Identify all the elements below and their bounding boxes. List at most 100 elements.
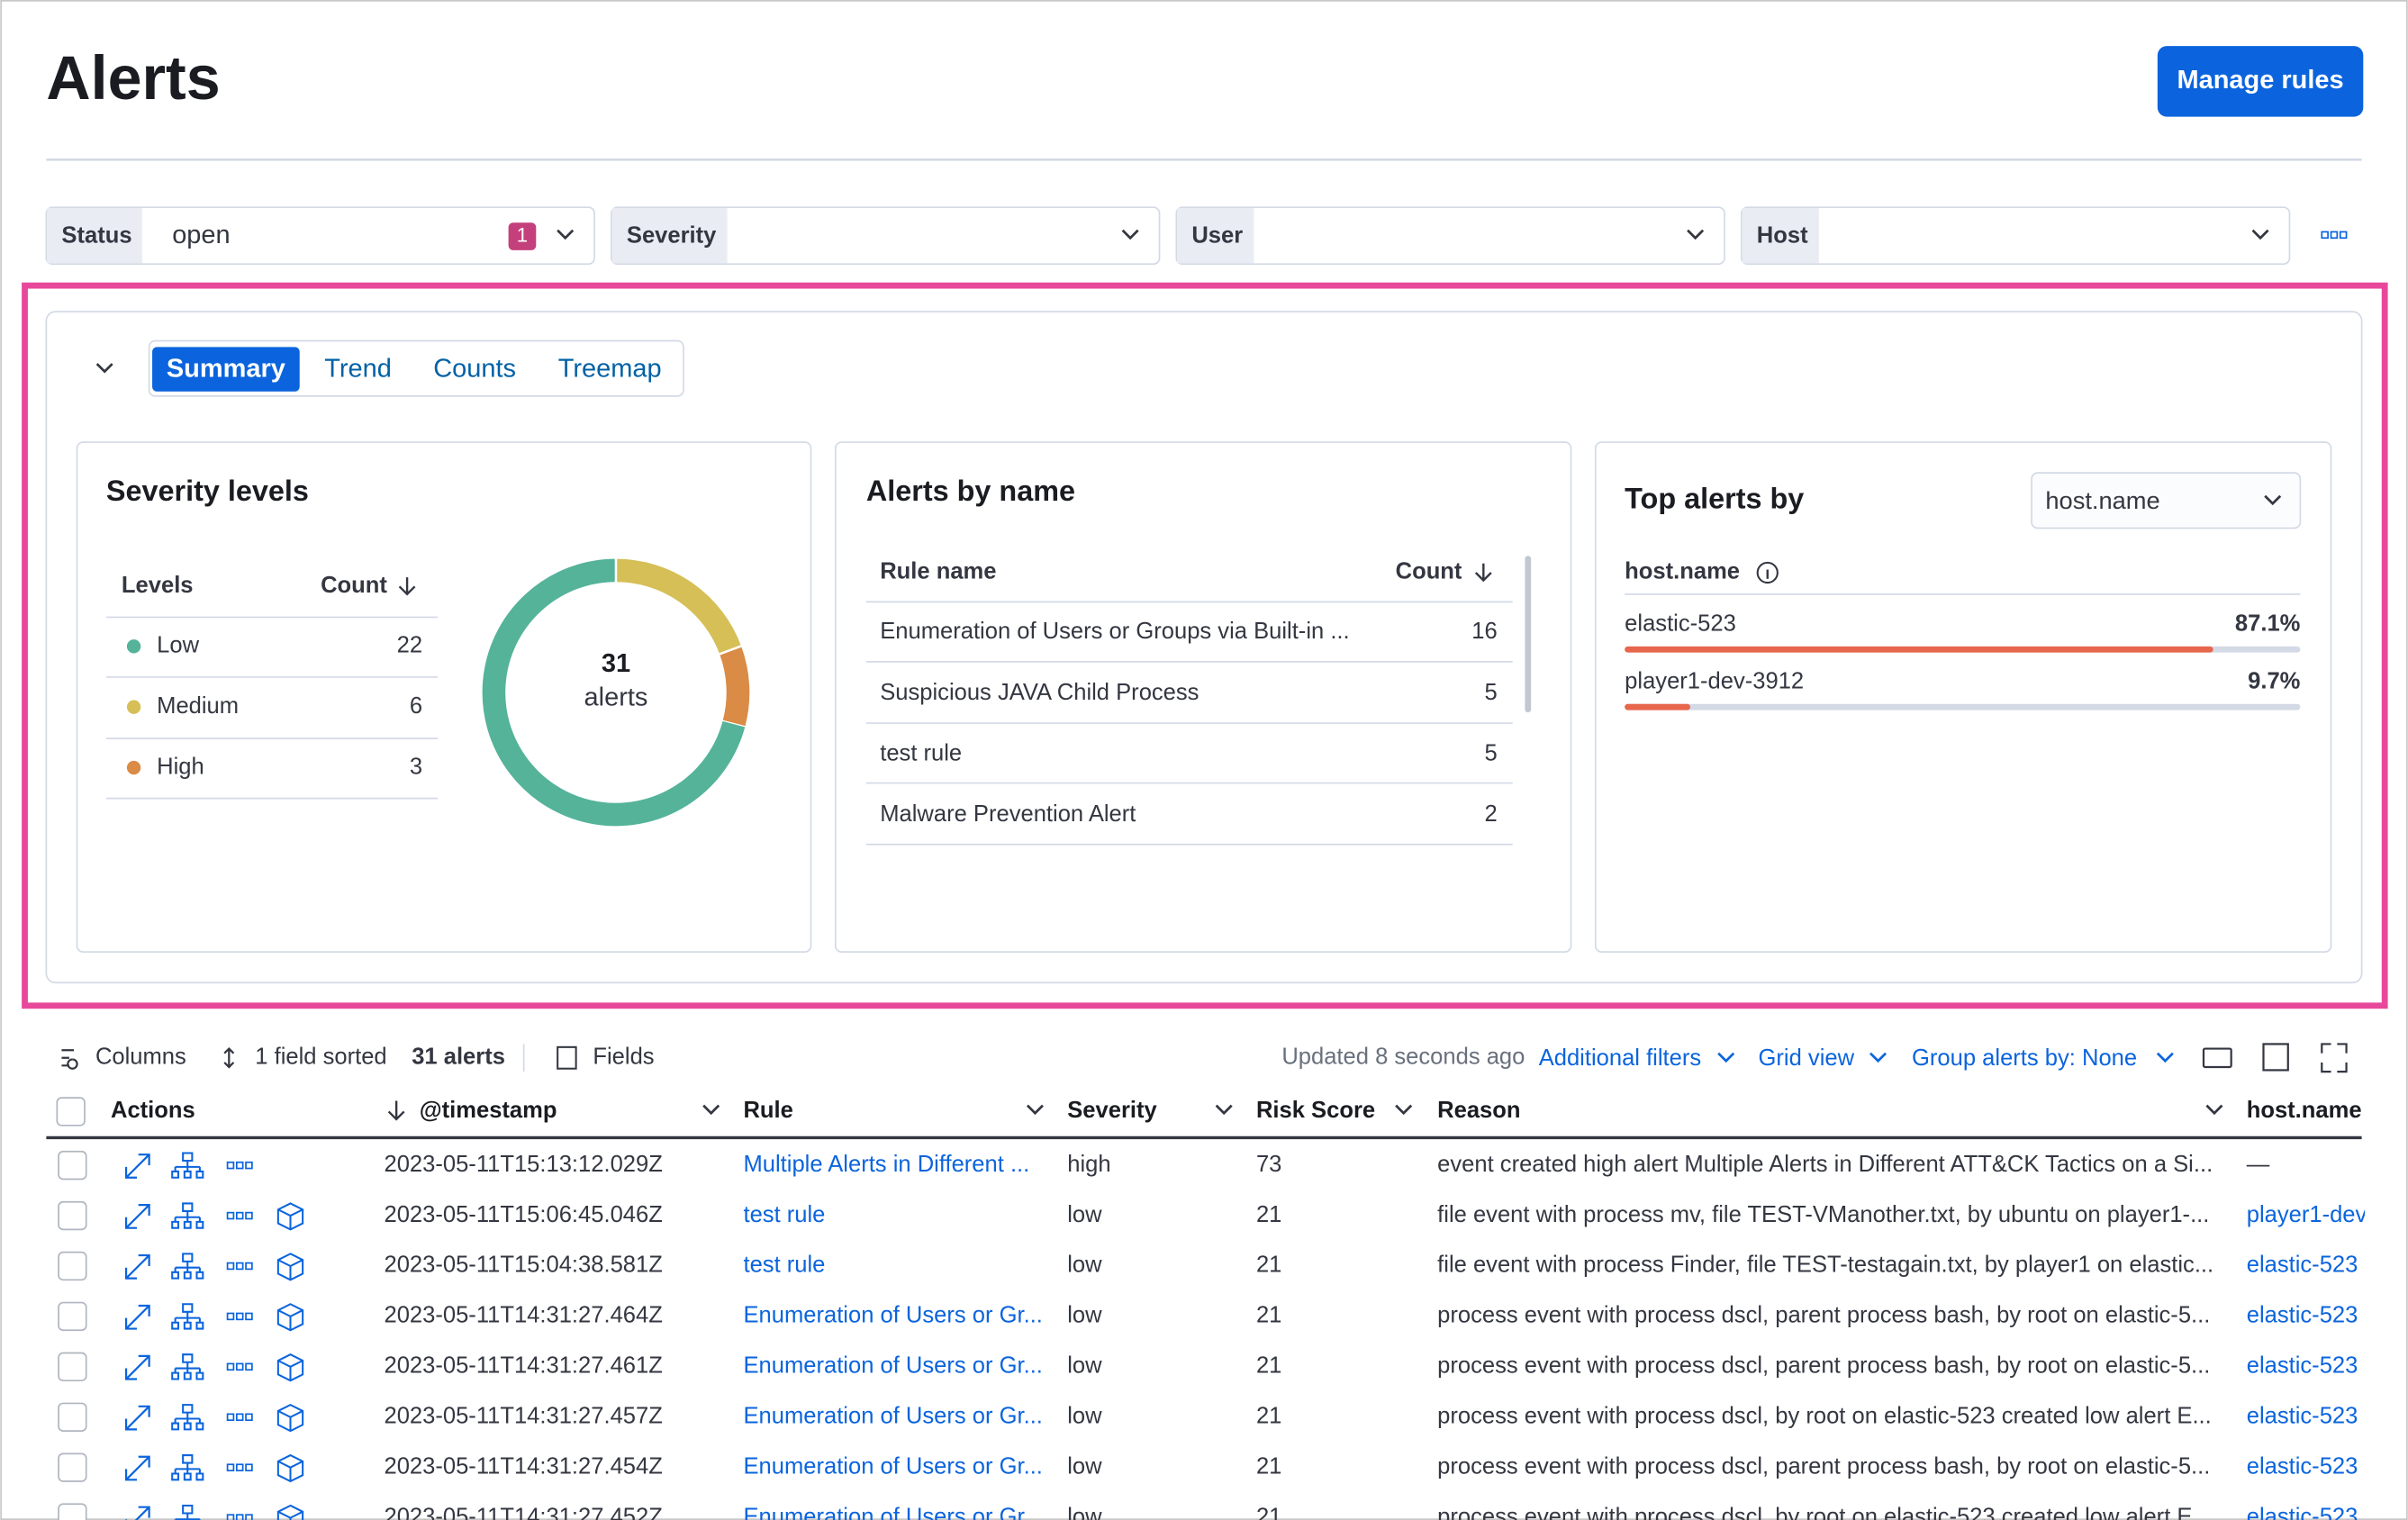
tab[interactable]: Counts: [433, 355, 516, 384]
checkbox[interactable]: [56, 1097, 86, 1126]
cell[interactable]: elastic-523: [2247, 1504, 2358, 1520]
dots-icon[interactable]: [245, 1312, 253, 1321]
chevron-icon[interactable]: [95, 363, 113, 374]
chevron-icon[interactable]: [1687, 229, 1705, 240]
expand-icon[interactable]: [124, 1154, 150, 1179]
column-header[interactable]: Rule: [743, 1098, 792, 1123]
cell[interactable]: test rule: [743, 1202, 825, 1227]
expand-icon[interactable]: [124, 1304, 150, 1330]
analyze-icon[interactable]: [171, 1404, 204, 1431]
dots-icon[interactable]: [226, 1312, 235, 1321]
dots-icon[interactable]: [226, 1413, 235, 1422]
chevron-icon[interactable]: [1395, 1104, 1413, 1116]
chevron-icon[interactable]: [557, 229, 575, 240]
cell[interactable]: elastic-523: [2247, 1353, 2358, 1379]
chevron-icon[interactable]: [2264, 494, 2282, 506]
dots-icon[interactable]: [235, 1413, 244, 1422]
dots-icon[interactable]: [235, 1514, 244, 1520]
session-icon[interactable]: [276, 1504, 304, 1520]
dots-icon[interactable]: [245, 1161, 253, 1170]
expand-icon[interactable]: [124, 1455, 150, 1481]
analyze-icon[interactable]: [172, 1504, 203, 1520]
expand-icon[interactable]: [124, 1253, 150, 1280]
session-icon[interactable]: [276, 1253, 304, 1281]
toolbar-button[interactable]: 1 field sorted: [255, 1045, 386, 1070]
cell[interactable]: elastic-523: [2247, 1253, 2358, 1278]
chevron-icon[interactable]: [1026, 1104, 1044, 1116]
analyze-icon[interactable]: [171, 1253, 204, 1280]
toolbar-button[interactable]: Columns: [95, 1045, 186, 1070]
dots-icon[interactable]: [245, 1413, 253, 1422]
chevron-icon[interactable]: [1215, 1104, 1233, 1116]
toolbar-link[interactable]: Additional filters: [1539, 1045, 1701, 1071]
checkbox[interactable]: [58, 1503, 87, 1520]
density-icon[interactable]: [2262, 1043, 2289, 1072]
analyze-icon[interactable]: [171, 1152, 204, 1179]
dots-icon[interactable]: [226, 1262, 235, 1271]
tab-selected-bg[interactable]: [152, 347, 300, 392]
session-icon[interactable]: [276, 1303, 304, 1332]
column-header[interactable]: Severity: [1067, 1098, 1157, 1123]
checkbox[interactable]: [58, 1301, 87, 1332]
session-icon[interactable]: [276, 1202, 304, 1231]
filter-control[interactable]: [1175, 206, 1725, 266]
analyze-icon[interactable]: [171, 1303, 204, 1330]
dots-icon[interactable]: [226, 1161, 235, 1170]
cell[interactable]: Enumeration of Users or Gr...: [743, 1453, 1042, 1479]
session-icon[interactable]: [276, 1453, 304, 1483]
chevron-icon[interactable]: [2156, 1052, 2174, 1063]
chevron-icon[interactable]: [2251, 229, 2269, 240]
dots-icon[interactable]: [235, 1211, 244, 1220]
cell[interactable]: Enumeration of Users or Gr...: [743, 1504, 1042, 1520]
dots-icon[interactable]: [2330, 231, 2339, 240]
cell[interactable]: test rule: [743, 1253, 825, 1278]
manage-rules-button[interactable]: [2157, 46, 2364, 117]
column-header[interactable]: Reason: [1437, 1098, 1520, 1123]
keyboard-icon[interactable]: [2202, 1047, 2232, 1069]
toolbar-button[interactable]: Fields: [593, 1045, 654, 1070]
cell[interactable]: Multiple Alerts in Different ...: [743, 1152, 1029, 1177]
toolbar-link[interactable]: Grid view: [1759, 1045, 1855, 1071]
column-header[interactable]: host.name: [2247, 1098, 2362, 1123]
column-header[interactable]: Risk Score: [1256, 1098, 1375, 1123]
analyze-icon[interactable]: [171, 1454, 204, 1481]
dots-icon[interactable]: [2321, 231, 2329, 240]
dots-icon[interactable]: [235, 1312, 244, 1321]
dots-icon[interactable]: [235, 1463, 244, 1471]
filter-control[interactable]: [1740, 206, 2291, 266]
cell[interactable]: elastic-523: [2247, 1404, 2358, 1429]
expand-icon[interactable]: [124, 1405, 150, 1431]
tab[interactable]: Trend: [324, 355, 392, 384]
checkbox[interactable]: [58, 1402, 87, 1432]
expand-icon[interactable]: [124, 1506, 150, 1520]
checkbox[interactable]: [58, 1352, 87, 1382]
chevron-icon[interactable]: [702, 1104, 720, 1116]
filter-control[interactable]: [45, 206, 595, 266]
cell[interactable]: Enumeration of Users or Gr...: [743, 1353, 1042, 1379]
dots-icon[interactable]: [235, 1161, 244, 1170]
session-icon[interactable]: [276, 1353, 304, 1382]
dots-icon[interactable]: [245, 1463, 253, 1471]
checkbox[interactable]: [58, 1251, 87, 1281]
cell[interactable]: elastic-523: [2247, 1303, 2358, 1328]
toolbar-link[interactable]: Group alerts by: None: [1912, 1045, 2137, 1071]
expand-icon[interactable]: [124, 1204, 150, 1229]
cell[interactable]: Enumeration of Users or Gr...: [743, 1404, 1042, 1429]
select-value[interactable]: host.name: [2045, 486, 2159, 514]
button-label[interactable]: Manage rules: [2177, 66, 2343, 95]
dots-icon[interactable]: [245, 1262, 253, 1271]
dots-icon[interactable]: [226, 1514, 235, 1520]
column-header[interactable]: @timestamp: [420, 1098, 557, 1123]
dots-icon[interactable]: [245, 1362, 253, 1371]
dots-icon[interactable]: [226, 1463, 235, 1471]
dots-icon[interactable]: [235, 1362, 244, 1371]
dots-icon[interactable]: [226, 1362, 235, 1371]
dots-icon[interactable]: [245, 1514, 253, 1520]
dots-icon[interactable]: [2339, 231, 2348, 240]
chevron-icon[interactable]: [2205, 1104, 2223, 1116]
tab[interactable]: Summary: [167, 355, 285, 384]
chevron-icon[interactable]: [1717, 1052, 1735, 1063]
analyze-icon[interactable]: [171, 1202, 204, 1229]
checkbox[interactable]: [58, 1200, 87, 1231]
column-header[interactable]: Actions: [111, 1098, 195, 1123]
